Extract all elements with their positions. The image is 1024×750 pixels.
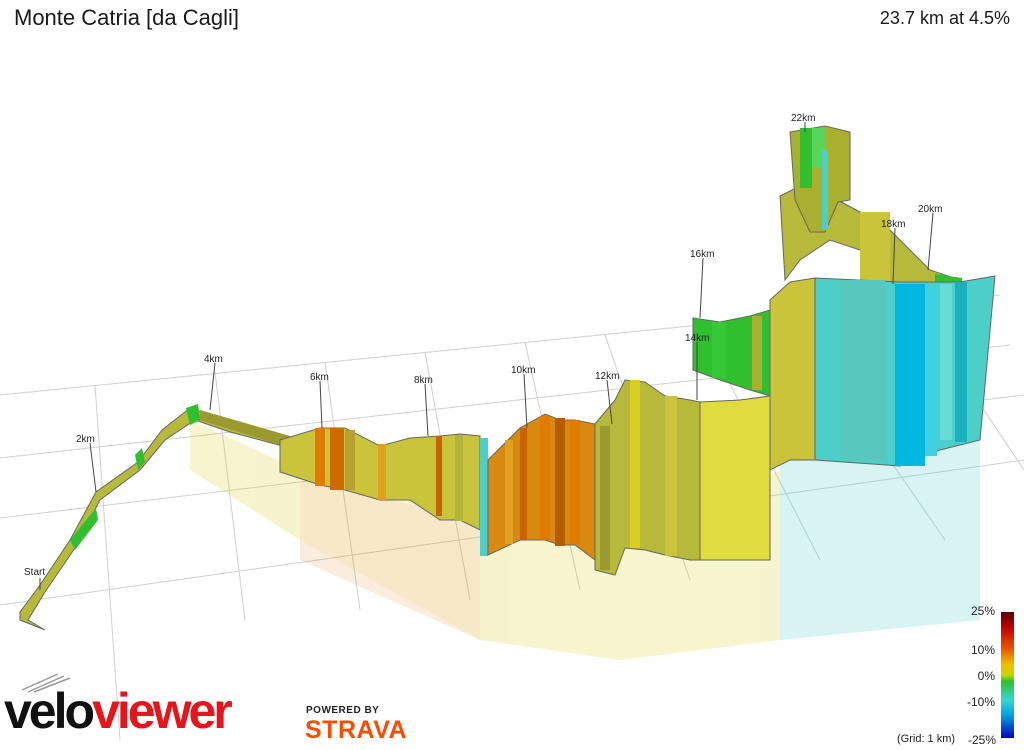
veloviewer-logo-viewer: viewer [92, 683, 233, 739]
legend-tick-10: 10% [970, 643, 995, 657]
legend-tick-25: 25% [970, 604, 995, 618]
veloviewer-logo[interactable]: veloviewer [4, 683, 233, 739]
km-marker-18km: 18km [881, 219, 905, 285]
km-marker-2km: 2km [76, 434, 97, 493]
km-marker-label: 16km [690, 249, 714, 260]
page-title: Monte Catria [da Cagli] [14, 5, 239, 30]
veloviewer-logo-mark-icon [21, 673, 71, 693]
km-marker-label: 8km [414, 375, 433, 386]
profile-middle-section [279, 379, 771, 576]
profile-early-climb [19, 404, 291, 631]
veloviewer-logo-velo: velo [4, 683, 95, 739]
km-marker-22km: 22km [791, 113, 815, 132]
legend-tick-minus25: -25% [967, 733, 996, 747]
km-marker-label: 12km [595, 371, 619, 382]
km-marker-12km: 12km [595, 371, 619, 425]
legend-tick-minus10: -10% [966, 695, 995, 709]
grid-scale-note: (Grid: 1 km) [897, 733, 956, 745]
km-marker-10km: 10km [511, 365, 535, 429]
powered-by-label: POWERED BY [306, 705, 380, 716]
km-marker-start: Start [24, 567, 45, 590]
km-marker-label: 20km [918, 204, 942, 215]
km-marker-label: 4km [204, 354, 223, 365]
km-markers: Start 2km 4km 6km 8km 10km 12km 14km [24, 113, 942, 590]
km-marker-8km: 8km [414, 375, 433, 437]
legend-tick-0: 0% [977, 669, 995, 683]
segment-summary: 23.7 km at 4.5% [879, 8, 1010, 28]
km-marker-label: Start [24, 567, 45, 578]
profile-upper-climb [692, 125, 996, 471]
km-marker-label: 6km [310, 372, 329, 383]
km-marker-label: 10km [511, 365, 535, 376]
gradient-legend-bar [1001, 612, 1014, 738]
km-marker-14km: 14km [685, 333, 709, 400]
km-marker-label: 22km [791, 113, 815, 124]
km-marker-4km: 4km [204, 354, 223, 411]
km-marker-20km: 20km [918, 204, 942, 271]
km-marker-6km: 6km [310, 372, 329, 429]
km-marker-label: 14km [685, 333, 709, 344]
km-marker-label: 2km [76, 434, 95, 445]
km-marker-16km: 16km [690, 249, 714, 319]
km-marker-label: 18km [881, 219, 905, 230]
strava-logo[interactable]: STRAVA [305, 716, 408, 744]
